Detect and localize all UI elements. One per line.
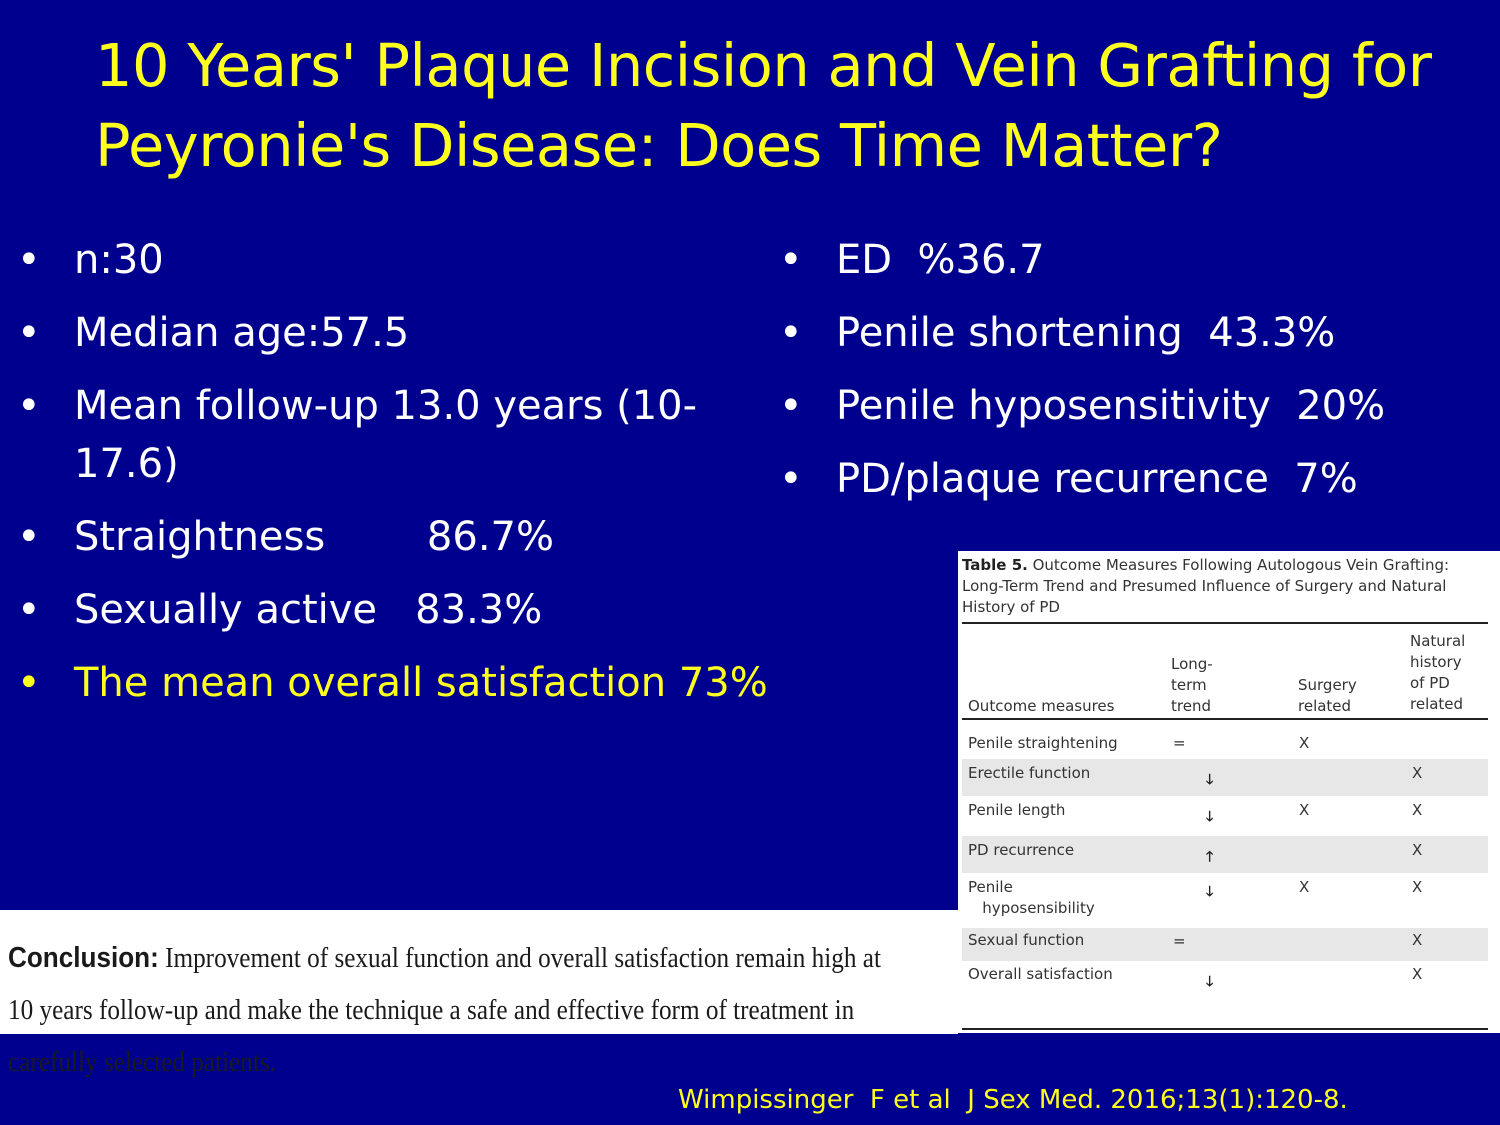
down-arrow-icon: 🡓 — [1206, 809, 1214, 825]
bullet-item-n: • n:30 — [17, 231, 757, 289]
cell-trend: = — [1173, 932, 1186, 950]
table-row: Erectile function 🡓 X — [962, 759, 1488, 796]
bullet-text: Straightness 86.7% — [74, 514, 554, 560]
bullet-item-satisfaction: • The mean overall satisfaction 73% — [17, 654, 768, 712]
table-row: Overall satisfaction 🡓 X — [962, 961, 1488, 1001]
conclusion-box: Conclusion: Improvement of sexual functi… — [0, 910, 958, 1078]
table-row: Penile hyposensibility 🡓 X X — [962, 873, 1488, 928]
cell-measure: Erectile function — [968, 764, 1091, 782]
table-caption: Table 5. Outcome Measures Following Auto… — [962, 555, 1492, 618]
bullet-text: Median age:57.5 — [74, 310, 410, 356]
conclusion-paragraph: Conclusion: Improvement of sexual functi… — [8, 932, 899, 1089]
bullet-text: Penile shortening 43.3% — [836, 310, 1336, 356]
bullet-item-ed: • ED %36.7 — [779, 231, 1479, 289]
down-arrow-icon: 🡓 — [1206, 974, 1214, 990]
bullet-item-recurrence: • PD/plaque recurrence 7% — [779, 450, 1479, 508]
bullet-dot-icon: • — [17, 237, 41, 283]
bullet-text: PD/plaque recurrence 7% — [836, 456, 1358, 502]
bullet-dot-icon: • — [17, 310, 41, 356]
cell-natural: X — [1412, 931, 1423, 949]
bullet-dot-icon: • — [17, 660, 41, 706]
bullet-item-median-age: • Median age:57.5 — [17, 304, 757, 362]
bullet-item-penile-shortening: • Penile shortening 43.3% — [779, 304, 1479, 362]
table-bottom-rule — [962, 1028, 1488, 1030]
cell-measure: Overall satisfaction — [968, 965, 1113, 983]
bullet-text: Mean follow-up 13.0 years (10- 17.6) — [74, 383, 698, 487]
bullet-text: Penile hyposensitivity 20% — [836, 383, 1386, 429]
bullet-dot-icon: • — [779, 456, 803, 502]
table-row: Penile straightening = X — [962, 729, 1488, 759]
table-row: Penile length 🡓 X X — [962, 796, 1488, 836]
cell-natural: X — [1412, 965, 1423, 983]
bullet-text: n:30 — [74, 237, 164, 283]
left-bullet-list: • n:30 • Median age:57.5 • Mean follow-up 1… — [17, 231, 768, 727]
table-header-rule — [962, 718, 1488, 720]
cell-natural: X — [1412, 801, 1423, 819]
table-caption-label: Table 5. — [962, 556, 1028, 574]
table-top-rule — [962, 622, 1488, 624]
citation: Wimpissinger F et al J Sex Med. 2016;13(… — [678, 1085, 1348, 1115]
table-row: PD recurrence 🡑 X — [962, 836, 1488, 873]
table-row: Sexual function = X — [962, 928, 1488, 961]
bullet-text: ED %36.7 — [836, 237, 1045, 283]
down-arrow-icon: 🡓 — [1206, 884, 1214, 900]
cell-measure: Penile straightening — [968, 734, 1118, 752]
bullet-item-straightness: • Straightness 86.7% — [17, 508, 757, 566]
bullet-dot-icon: • — [17, 383, 41, 429]
conclusion-lead: Conclusion: — [8, 942, 159, 974]
cell-measure: PD recurrence — [968, 841, 1075, 859]
cell-natural: X — [1412, 841, 1423, 859]
bullet-item-sexually-active: • Sexually active 83.3% — [17, 581, 757, 639]
bullet-text: The mean overall satisfaction 73% — [74, 660, 768, 706]
bullet-dot-icon: • — [779, 237, 803, 283]
bullet-item-follow-up: • Mean follow-up 13.0 years (10- 17.6) — [17, 377, 757, 493]
down-arrow-icon: 🡓 — [1206, 772, 1214, 788]
bullet-dot-icon: • — [779, 383, 803, 429]
outcome-table-panel: Table 5. Outcome Measures Following Auto… — [958, 551, 1500, 1033]
cell-surgery: X — [1299, 878, 1310, 896]
conclusion-text: Improvement of sexual function and overa… — [8, 943, 881, 1078]
slide-title-line-1: 10 Years' Plaque Incision and Vein Graft… — [95, 31, 1432, 100]
bullet-dot-icon: • — [17, 514, 41, 560]
right-bullet-list: • ED %36.7 • Penile shortening 43.3% • Peni… — [779, 231, 1479, 523]
slide-title: 10 Years' Plaque Incision and Vein Graft… — [95, 26, 1475, 186]
bullet-item-hyposensitivity: • Penile hyposensitivity 20% — [779, 377, 1479, 435]
cell-surgery: X — [1299, 734, 1310, 752]
slide-title-line-2: Peyronie's Disease: Does Time Matter? — [95, 111, 1223, 180]
table-caption-text: Outcome Measures Following Autologous Ve… — [962, 556, 1450, 616]
header-natural-history: Natural history of PD related — [1410, 632, 1466, 713]
bullet-dot-icon: • — [17, 587, 41, 633]
bullet-dot-icon: • — [779, 310, 803, 356]
header-surgery-related: Surgery related — [1298, 676, 1357, 715]
cell-trend: = — [1173, 734, 1186, 752]
cell-measure: Penile hyposensibility — [968, 878, 1095, 917]
cell-surgery: X — [1299, 801, 1310, 819]
up-arrow-icon: 🡑 — [1206, 849, 1214, 865]
cell-natural: X — [1412, 878, 1423, 896]
header-long-term-trend: Long- term trend — [1171, 655, 1213, 715]
bullet-text: Sexually active 83.3% — [74, 587, 543, 633]
header-outcome-measures: Outcome measures — [968, 697, 1115, 715]
cell-measure: Sexual function — [968, 931, 1085, 949]
cell-measure: Penile length — [968, 801, 1066, 819]
cell-natural: X — [1412, 764, 1423, 782]
